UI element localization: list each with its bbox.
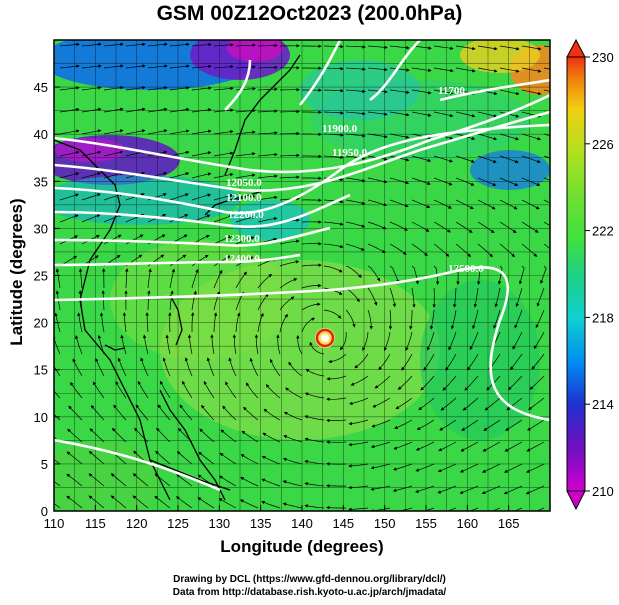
plot-area: 11700 11900.0 11950.0 12050.0 12100.0 12200.0… bbox=[54, 40, 550, 511]
y-tick-label: 40 bbox=[34, 127, 48, 142]
map-title: GSM 00Z12Oct2023 (200.0hPa) bbox=[156, 2, 463, 25]
y-axis: 0 5 10 15 20 25 30 35 40 45 bbox=[34, 80, 60, 519]
x-tick-label: 120 bbox=[126, 516, 148, 531]
x-tick-label: 110 bbox=[44, 516, 65, 531]
colorbar: 230 226 222 218 214 210 bbox=[566, 38, 614, 511]
y-tick-label: 15 bbox=[34, 363, 48, 378]
credit-data: Data from http://database.rish.kyoto-u.a… bbox=[172, 587, 447, 598]
x-axis-label: Longitude (degrees) bbox=[220, 537, 384, 556]
colorbar-tick-label: 230 bbox=[592, 50, 614, 65]
y-tick-label: 20 bbox=[34, 316, 48, 331]
y-axis-label: Latitude (degrees) bbox=[7, 198, 26, 346]
contour-label: 11700 bbox=[438, 85, 465, 97]
x-tick-label: 140 bbox=[291, 516, 313, 531]
y-tick-label: 5 bbox=[41, 457, 48, 472]
contour-labels: 11700 11900.0 11950.0 12050.0 12100.0 12200.0… bbox=[224, 85, 484, 275]
contour-label: 12500.0 bbox=[448, 263, 484, 275]
x-tick-label: 155 bbox=[415, 516, 437, 531]
contour-label: 12400.0 bbox=[224, 253, 260, 265]
y-tick-label: 25 bbox=[34, 269, 48, 284]
x-tick-label: 130 bbox=[208, 516, 230, 531]
x-tick-label: 115 bbox=[85, 516, 106, 531]
coastlines bbox=[54, 54, 301, 501]
y-tick-label: 30 bbox=[34, 221, 48, 236]
x-tick-label: 145 bbox=[332, 516, 354, 531]
colorbar-tick-label: 222 bbox=[592, 224, 614, 239]
x-tick-label: 165 bbox=[498, 516, 520, 531]
y-tick-label: 0 bbox=[41, 504, 48, 519]
x-tick-label: 150 bbox=[374, 516, 396, 531]
grid-lines bbox=[54, 40, 550, 511]
y-tick-label: 35 bbox=[34, 174, 48, 189]
x-tick-label: 160 bbox=[456, 516, 478, 531]
credit-drawing: Drawing by DCL (https://www.gfd-dennou.o… bbox=[173, 574, 446, 585]
x-tick-label: 135 bbox=[250, 516, 272, 531]
colorbar-tick-label: 218 bbox=[592, 310, 614, 325]
x-axis: 110 115 120 125 130 135 140 145 150 155 160 165 bbox=[44, 505, 520, 531]
height-contours bbox=[54, 40, 550, 492]
colorbar-tick-label: 210 bbox=[592, 484, 614, 499]
contour-label: 12050.0 bbox=[226, 177, 262, 189]
y-tick-label: 45 bbox=[34, 80, 48, 95]
contour-label: 12200.0 bbox=[228, 209, 264, 221]
contour-label: 12300.0 bbox=[224, 233, 260, 245]
colorbar-tick-label: 226 bbox=[592, 137, 614, 152]
contour-label: 11950.0 bbox=[332, 147, 368, 159]
y-tick-label: 10 bbox=[34, 410, 48, 425]
x-tick-label: 125 bbox=[167, 516, 189, 531]
typhoon-center bbox=[315, 328, 335, 348]
contour-label: 12100.0 bbox=[226, 192, 262, 204]
contour-label: 11900.0 bbox=[322, 123, 358, 135]
colorbar-tick-label: 214 bbox=[592, 397, 614, 412]
